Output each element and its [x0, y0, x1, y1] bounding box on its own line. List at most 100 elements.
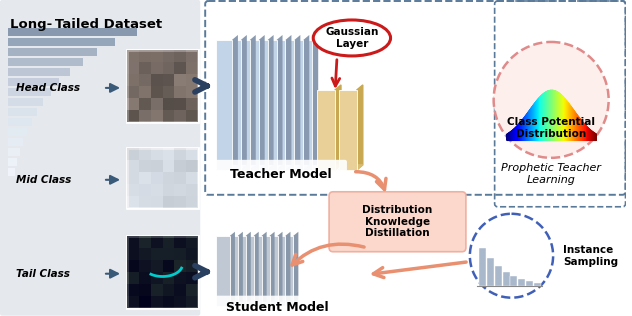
Bar: [534, 283, 541, 286]
Bar: [296, 40, 312, 170]
Bar: [174, 110, 186, 122]
Polygon shape: [357, 85, 363, 170]
Bar: [139, 62, 150, 74]
Text: Class Potential
Distribution: Class Potential Distribution: [507, 117, 595, 139]
Polygon shape: [272, 302, 291, 306]
Polygon shape: [232, 302, 251, 306]
FancyBboxPatch shape: [214, 296, 327, 316]
Bar: [174, 98, 186, 110]
Bar: [186, 148, 198, 160]
Polygon shape: [238, 232, 243, 306]
Text: Mid Class: Mid Class: [16, 175, 71, 185]
Polygon shape: [295, 35, 300, 170]
Polygon shape: [262, 232, 267, 306]
Bar: [186, 284, 198, 296]
Bar: [8, 48, 97, 56]
Bar: [8, 28, 137, 36]
Bar: [174, 248, 186, 260]
Bar: [272, 236, 286, 306]
Bar: [127, 236, 139, 248]
Bar: [139, 98, 150, 110]
Bar: [511, 276, 518, 286]
Text: Head Class: Head Class: [16, 83, 80, 93]
Polygon shape: [335, 85, 341, 170]
Text: Prophetic Teacher
Learning: Prophetic Teacher Learning: [501, 163, 601, 185]
Polygon shape: [216, 165, 238, 170]
Bar: [139, 74, 150, 86]
Bar: [8, 98, 42, 106]
Bar: [127, 236, 198, 308]
Bar: [150, 86, 162, 98]
Bar: [139, 110, 150, 122]
Bar: [186, 110, 198, 122]
Bar: [139, 50, 150, 62]
Bar: [127, 272, 139, 284]
Bar: [8, 148, 20, 156]
Bar: [174, 86, 186, 98]
Polygon shape: [246, 232, 251, 306]
Bar: [174, 50, 186, 62]
Text: Gaussian
Layer: Gaussian Layer: [325, 27, 379, 49]
Bar: [139, 172, 150, 184]
Bar: [127, 50, 139, 62]
Bar: [150, 284, 162, 296]
Bar: [127, 248, 139, 260]
Polygon shape: [264, 302, 283, 306]
Bar: [150, 62, 162, 74]
Polygon shape: [224, 302, 243, 306]
Bar: [270, 40, 286, 170]
Bar: [162, 236, 174, 248]
Bar: [150, 98, 162, 110]
FancyBboxPatch shape: [0, 0, 200, 316]
Bar: [150, 50, 162, 62]
Polygon shape: [270, 232, 274, 306]
Bar: [186, 248, 198, 260]
Bar: [495, 266, 502, 286]
Bar: [186, 62, 198, 74]
Polygon shape: [254, 232, 258, 306]
Bar: [256, 236, 270, 306]
Bar: [317, 90, 335, 170]
Bar: [127, 74, 139, 86]
Bar: [186, 196, 198, 208]
Bar: [150, 272, 162, 284]
Bar: [162, 296, 174, 308]
Bar: [162, 260, 174, 272]
Bar: [186, 184, 198, 196]
Polygon shape: [312, 35, 318, 170]
Bar: [8, 108, 37, 116]
Ellipse shape: [470, 214, 553, 298]
Bar: [224, 236, 238, 306]
FancyArrowPatch shape: [356, 172, 386, 190]
Polygon shape: [277, 232, 283, 306]
Polygon shape: [225, 165, 247, 170]
Polygon shape: [258, 35, 265, 170]
Bar: [139, 272, 150, 284]
Bar: [288, 40, 303, 170]
Bar: [139, 284, 150, 296]
Bar: [150, 148, 162, 160]
Polygon shape: [216, 302, 235, 306]
Polygon shape: [286, 232, 291, 306]
FancyBboxPatch shape: [329, 192, 466, 252]
Bar: [8, 138, 23, 146]
Bar: [234, 40, 250, 170]
Bar: [150, 296, 162, 308]
Bar: [127, 160, 139, 172]
Bar: [127, 50, 198, 122]
Bar: [150, 160, 162, 172]
Bar: [150, 184, 162, 196]
Bar: [162, 98, 174, 110]
Bar: [174, 148, 186, 160]
Bar: [186, 172, 198, 184]
Bar: [162, 62, 174, 74]
Text: Tail Class: Tail Class: [16, 269, 70, 279]
FancyArrowPatch shape: [292, 244, 364, 265]
Bar: [127, 260, 139, 272]
Bar: [162, 184, 174, 196]
Bar: [8, 38, 115, 46]
Bar: [225, 40, 241, 170]
Bar: [279, 236, 293, 306]
Polygon shape: [234, 165, 256, 170]
Polygon shape: [232, 35, 238, 170]
